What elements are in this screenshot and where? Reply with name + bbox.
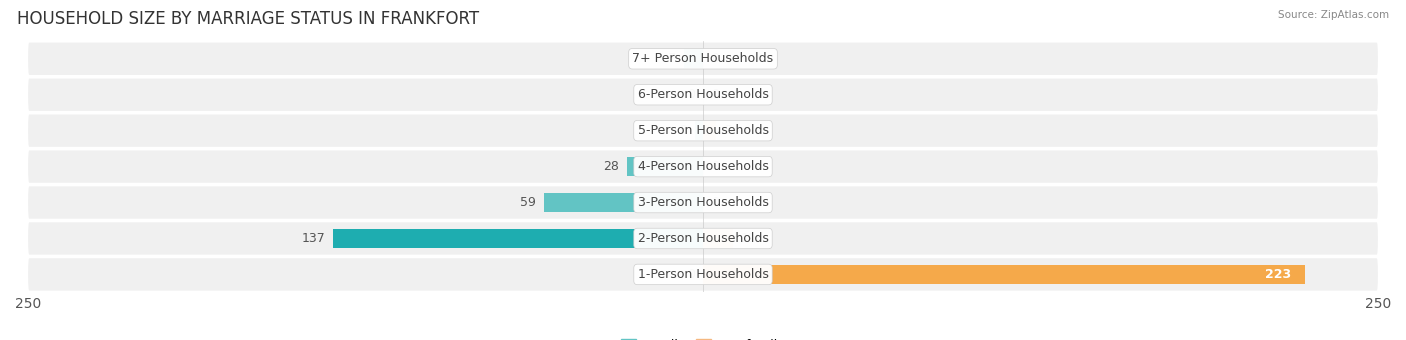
Text: 2-Person Households: 2-Person Households	[637, 232, 769, 245]
Text: 1-Person Households: 1-Person Households	[637, 268, 769, 281]
FancyBboxPatch shape	[28, 150, 1378, 183]
Text: 223: 223	[1265, 268, 1292, 281]
Legend: Family, Nonfamily: Family, Nonfamily	[616, 334, 790, 340]
Text: 3: 3	[679, 124, 686, 137]
Text: 7+ Person Households: 7+ Person Households	[633, 52, 773, 65]
Text: 0: 0	[688, 88, 695, 101]
Text: 5-Person Households: 5-Person Households	[637, 124, 769, 137]
Text: 4-Person Households: 4-Person Households	[637, 160, 769, 173]
Text: 0: 0	[711, 196, 718, 209]
Bar	[695, 121, 703, 140]
Text: 7: 7	[668, 52, 676, 65]
Bar	[703, 121, 717, 140]
Text: 0: 0	[711, 52, 718, 65]
FancyBboxPatch shape	[28, 222, 1378, 255]
FancyBboxPatch shape	[28, 186, 1378, 219]
Text: 11: 11	[741, 232, 756, 245]
Text: Source: ZipAtlas.com: Source: ZipAtlas.com	[1278, 10, 1389, 20]
Text: 28: 28	[603, 160, 619, 173]
Bar	[685, 49, 703, 68]
Text: 0: 0	[711, 160, 718, 173]
FancyBboxPatch shape	[28, 115, 1378, 147]
Bar	[703, 265, 1305, 284]
FancyBboxPatch shape	[28, 258, 1378, 291]
Bar	[627, 157, 703, 176]
Bar	[703, 229, 733, 248]
Text: 0: 0	[711, 88, 718, 101]
Text: 3-Person Households: 3-Person Households	[637, 196, 769, 209]
FancyBboxPatch shape	[28, 42, 1378, 75]
Text: 6-Person Households: 6-Person Households	[637, 88, 769, 101]
Text: 5: 5	[724, 124, 733, 137]
Text: 0: 0	[688, 268, 695, 281]
Text: 59: 59	[520, 196, 536, 209]
Text: 137: 137	[301, 232, 325, 245]
Text: HOUSEHOLD SIZE BY MARRIAGE STATUS IN FRANKFORT: HOUSEHOLD SIZE BY MARRIAGE STATUS IN FRA…	[17, 10, 479, 28]
FancyBboxPatch shape	[28, 79, 1378, 111]
Bar	[544, 193, 703, 212]
Bar	[333, 229, 703, 248]
